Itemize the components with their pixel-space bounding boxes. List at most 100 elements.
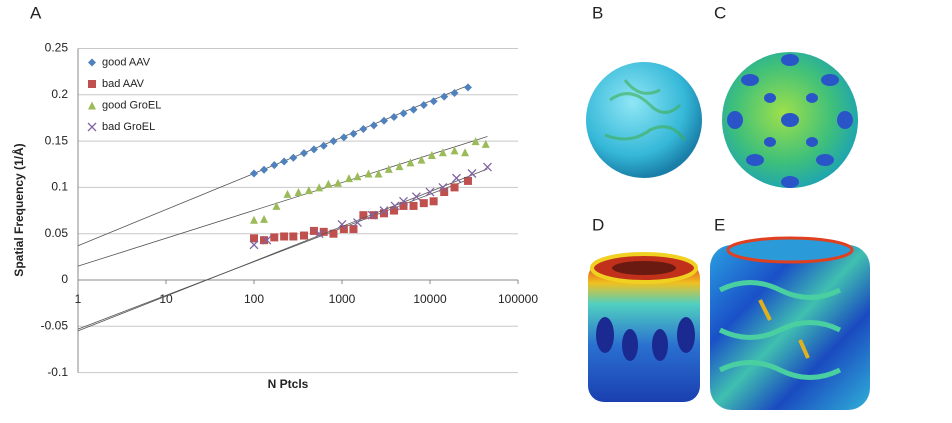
data-point: [438, 182, 448, 192]
y-tick-label: 0.25: [45, 41, 69, 55]
data-point: [369, 121, 378, 130]
chart-a: -0.1 -0.05 0 0.05 0.1 0.15 0.2 0.25 1 10 100 1000 10…: [11, 41, 538, 392]
y-tick-label: 0.1: [51, 180, 68, 194]
panel-label: E: [714, 215, 725, 234]
data-point: [280, 157, 289, 166]
image-e: [710, 236, 870, 410]
trendline: [77, 168, 488, 332]
panel-label: B: [592, 3, 603, 22]
x-tick-label: 10000: [413, 292, 447, 306]
data-point: [315, 183, 324, 192]
data-point: [450, 146, 459, 155]
data-point: [450, 183, 459, 192]
data-point: [250, 234, 258, 243]
data-point: [329, 229, 338, 238]
data-point: [390, 206, 399, 215]
data-point: [399, 196, 408, 206]
data-point: [339, 133, 348, 142]
data-point: [304, 186, 313, 195]
y-tick-label: -0.05: [41, 318, 69, 332]
data-point: [409, 105, 418, 114]
data-point: [419, 100, 428, 109]
y-tick-label: 0.2: [51, 87, 68, 101]
data-point: [406, 158, 415, 167]
data-point: [329, 137, 338, 146]
data-point: [359, 125, 368, 134]
data-point: [359, 211, 368, 220]
y-tick-label: 0.15: [45, 133, 69, 147]
data-point: [440, 92, 449, 101]
panel-label: A: [30, 3, 42, 22]
data-point: [289, 232, 298, 241]
data-point: [333, 178, 342, 187]
legend-label: bad GroEL: [102, 121, 155, 133]
data-point: [289, 153, 298, 162]
data-point: [309, 145, 318, 154]
data-point: [319, 141, 328, 150]
data-point: [379, 206, 389, 216]
data-point: [409, 201, 418, 210]
data-point: [309, 226, 318, 235]
data-point: [339, 225, 348, 234]
data-point: [411, 192, 421, 202]
data-point: [349, 225, 358, 234]
data-point: [483, 162, 492, 172]
x-tick-label: 100: [244, 292, 264, 306]
panel-label: C: [714, 3, 726, 22]
data-point: [384, 164, 393, 173]
data-point: [417, 155, 426, 164]
data-point: [395, 162, 404, 171]
data-point: [270, 161, 279, 170]
data-point: [463, 83, 472, 92]
data-point: [390, 201, 400, 211]
y-tick-label: -0.1: [47, 365, 68, 379]
panel-label: D: [592, 215, 604, 234]
data-point: [364, 169, 373, 178]
legend-label: good GroEL: [102, 99, 161, 111]
data-point: [280, 232, 289, 241]
y-axis-label: Spatial Frequency (1/Å): [11, 143, 26, 276]
data-point: [463, 176, 472, 185]
data-point: [319, 227, 328, 236]
data-point: [300, 231, 309, 240]
data-point: [471, 137, 480, 146]
data-point: [419, 199, 428, 208]
data-point: [314, 229, 324, 239]
data-point: [249, 240, 259, 250]
x-axis-label: N Ptcls: [268, 377, 309, 391]
data-point: [260, 236, 269, 245]
data-point: [481, 139, 490, 148]
data-point: [440, 188, 449, 197]
data-point: [353, 172, 362, 181]
legend: good AAV bad AAV good GroEL bad GroEL: [87, 56, 161, 133]
data-point: [260, 214, 269, 223]
data-point: [283, 189, 292, 198]
trendline: [77, 136, 488, 267]
data-point: [324, 179, 333, 188]
data-point: [429, 197, 438, 206]
data-point: [467, 169, 477, 178]
x-tick-label: 100000: [498, 292, 538, 306]
data-point: [452, 173, 461, 183]
data-point: [427, 150, 436, 159]
data-point: [353, 218, 362, 228]
image-b: [586, 62, 702, 178]
y-tick-label: 0.05: [45, 226, 69, 240]
legend-marker: [88, 80, 96, 88]
data-point: [379, 209, 388, 218]
data-point: [450, 88, 459, 97]
image-d: [588, 252, 700, 402]
data-point: [270, 233, 279, 242]
data-point: [399, 109, 408, 118]
data-point: [344, 174, 353, 183]
data-point: [250, 215, 258, 224]
data-point: [337, 219, 347, 229]
legend-marker: [88, 101, 96, 110]
x-tick-label: 1: [75, 292, 82, 306]
data-point: [250, 169, 258, 178]
data-point: [294, 188, 303, 197]
data-point: [379, 116, 388, 125]
x-tick-label: 10: [159, 292, 173, 306]
data-point: [429, 97, 438, 106]
